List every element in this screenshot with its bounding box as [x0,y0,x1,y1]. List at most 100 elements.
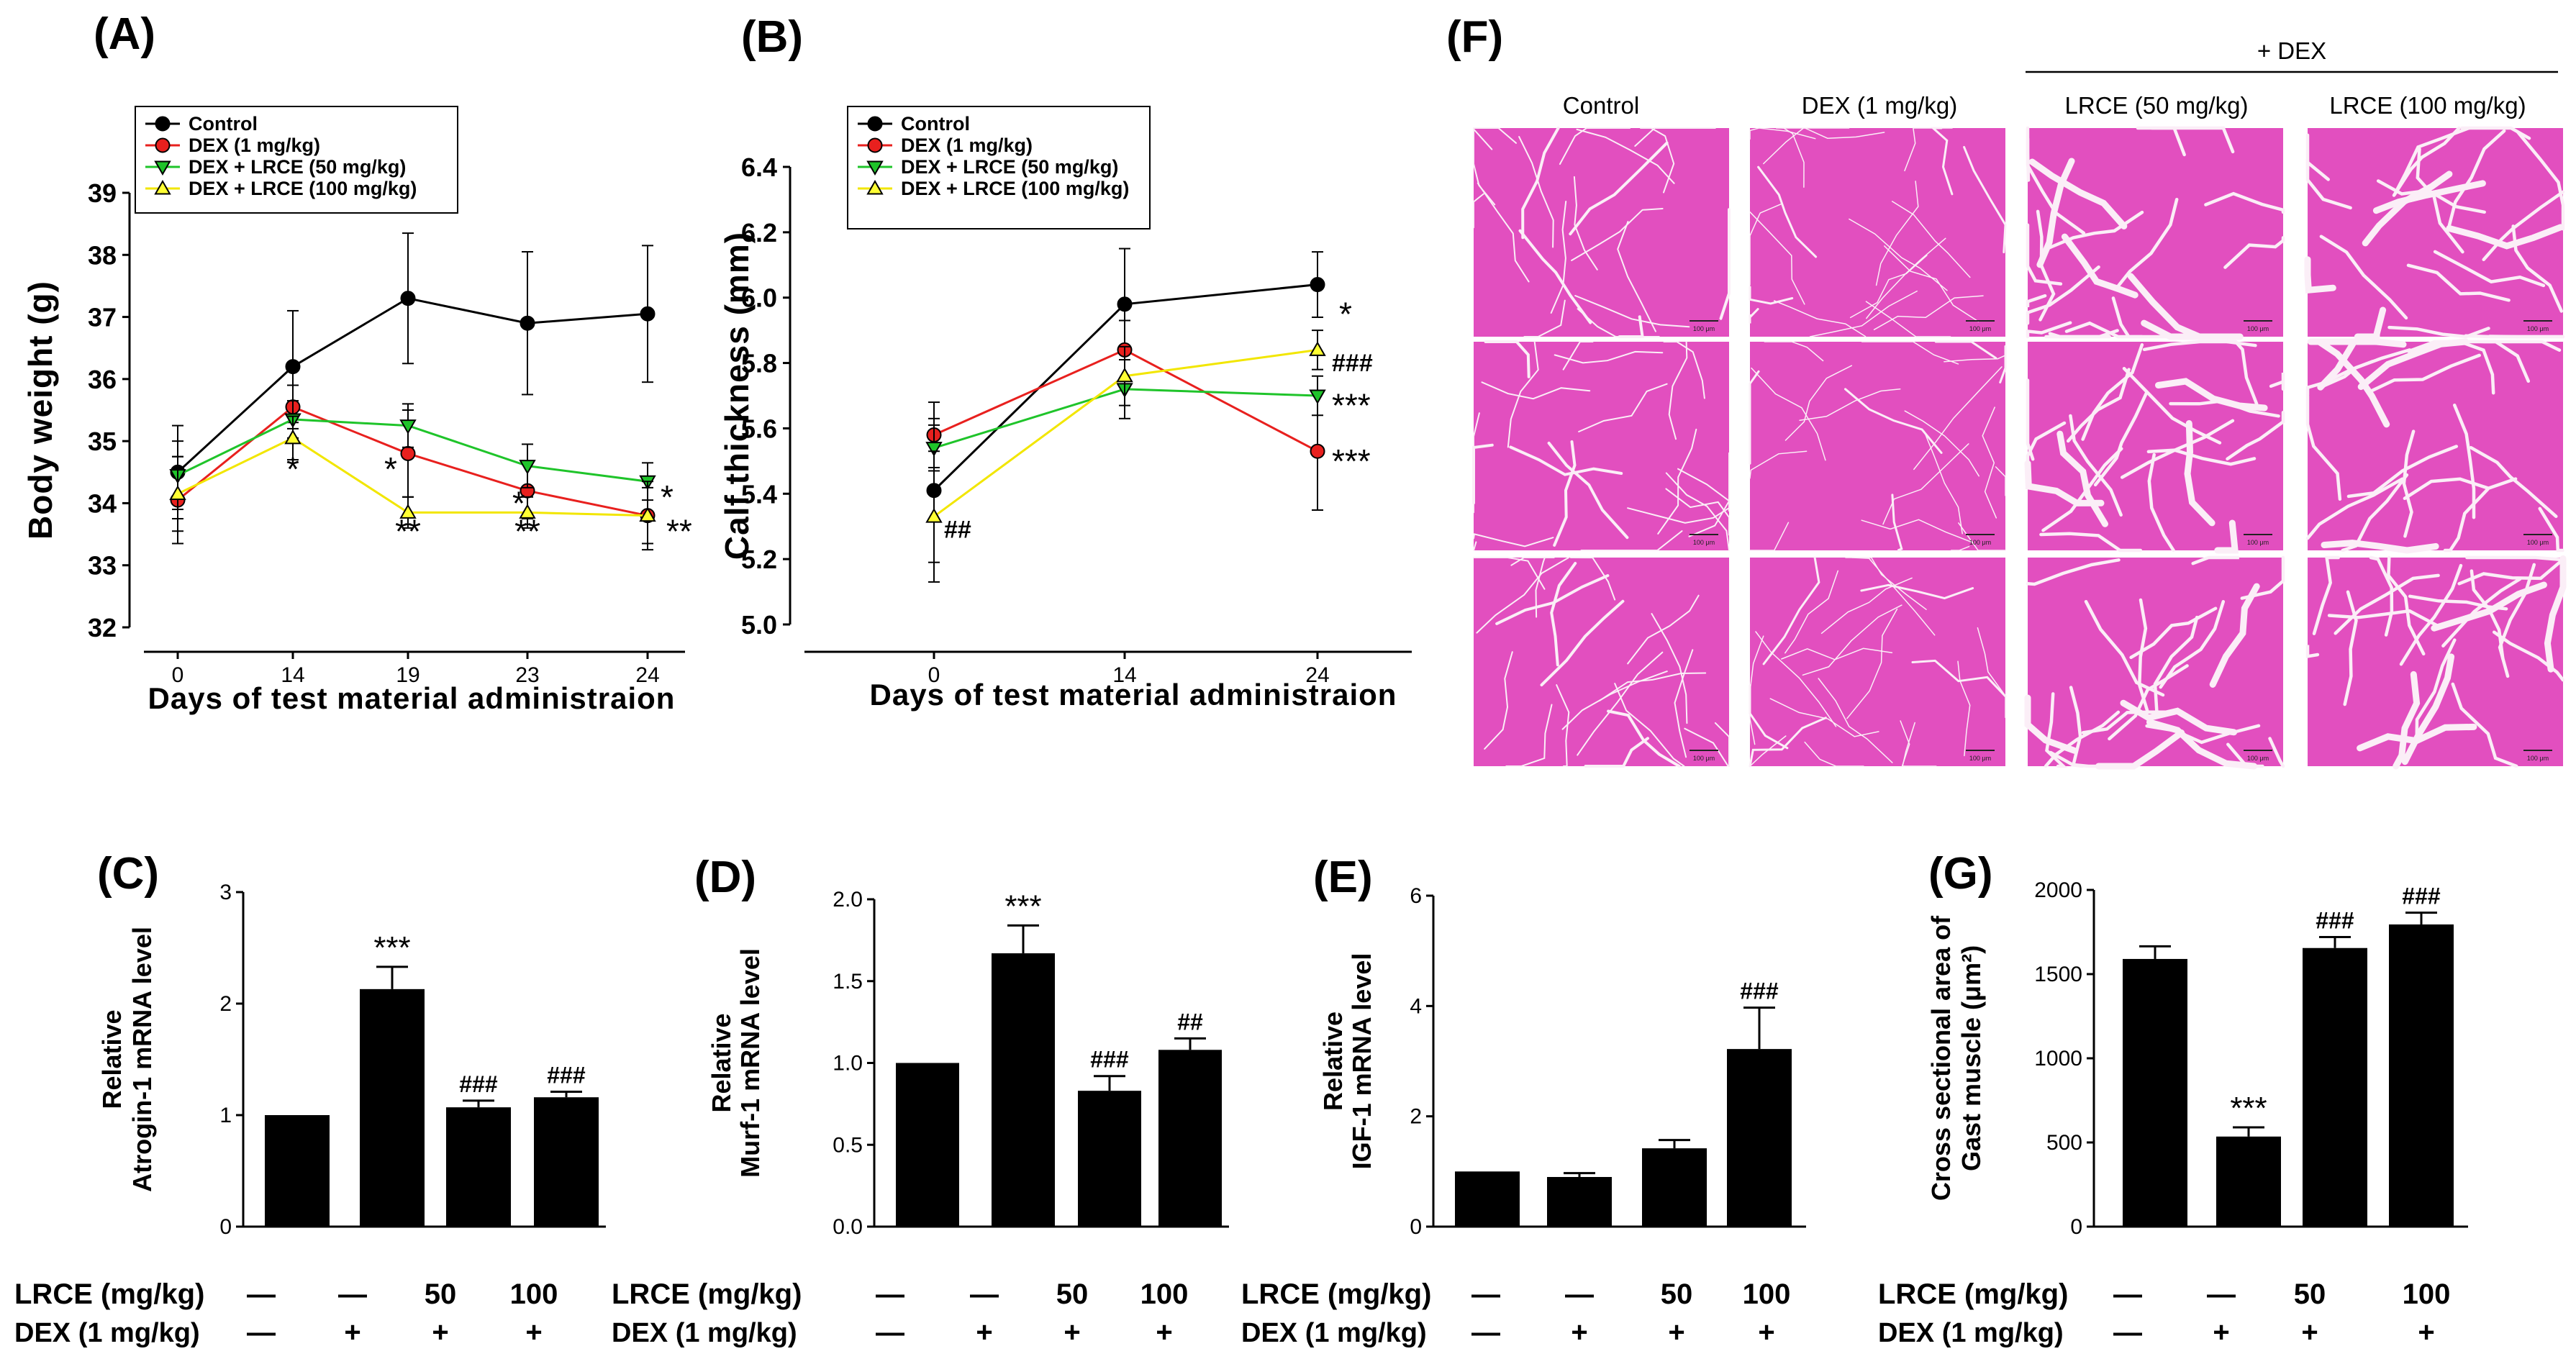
lrce-value: 100 [510,1278,558,1310]
fiber-gap [2026,223,2063,286]
fiber-gap [2026,265,2100,325]
point-lrce50 [399,419,417,435]
fiber-gap [1900,720,1937,767]
tissue-background [1750,558,2005,766]
fiber-gap [1505,704,1553,767]
fiber-gap [2028,158,2128,229]
lrce-value: 50 [1056,1278,1089,1310]
y-axis-label-line1: Relative [1318,1012,1348,1111]
fiber-gap [2443,487,2490,553]
dex-value: + [1063,1317,1080,1348]
point-control [520,315,535,331]
fiber-gap [1663,341,1705,399]
y-tick-label: 6.0 [741,283,777,313]
fiber-gap [1509,445,1623,476]
fiber-gap [1484,340,1530,378]
y-tick-label: 5.4 [741,479,777,509]
fiber-gap [2403,477,2518,501]
bar [1547,1177,1612,1227]
fiber-gap [2305,159,2330,181]
fiber-gap [2191,555,2239,565]
fiber-gap [1934,340,1997,360]
fiber-gap [1977,627,2006,719]
significance-marker: * [384,450,397,488]
lrce-row-label: LRCE (mg/kg) [14,1278,204,1310]
bar-label: ### [2402,883,2441,909]
legend-marker-control [155,116,171,132]
fiber-gap [1580,530,1683,551]
fiber-gap [1677,468,1730,512]
fiber-gap [2341,473,2409,553]
bar-label: *** [373,930,410,965]
fiber-gap [1930,127,1954,196]
bar [360,988,425,1227]
fiber-gap [2305,359,2375,397]
fiber-gap [2480,340,2531,383]
point-dex [1310,443,1325,459]
fiber-gap [1982,406,1997,519]
fiber-gap [2049,750,2128,768]
scale-bar-label: 100 μm [2527,539,2549,546]
fiber-gap [2122,366,2222,445]
fiber-gap [2120,419,2235,479]
fiber-gap [2401,653,2455,765]
fiber-gap [2145,724,2261,745]
fiber-gap [2319,235,2408,320]
fiber-gap [2544,555,2567,673]
legend-marker-lrce50 [866,160,884,176]
point-control [285,359,301,375]
significance-marker: *** [1332,442,1371,480]
fiber-gap [1776,127,1885,139]
histology-header-dex: DEX (1 mg/kg) [1802,92,1957,119]
fiber-gap [1781,127,1805,188]
fiber-gap [1556,684,1570,767]
muscle-section-image: 100 μm [1749,340,2007,552]
legend-marker-dex [867,137,883,153]
point-lrce100 [284,429,301,445]
y-axis-label-line1: Cross sectional area of [1926,915,1956,1201]
fiber-gap [1784,570,1839,654]
tissue-background [1474,342,1729,550]
y-tick-label: 0.5 [833,1133,863,1157]
y-tick-label: 0.0 [833,1215,863,1239]
tissue-background [1750,128,2005,337]
point-lrce50 [519,460,536,475]
significance-marker: * [661,478,674,516]
fiber-gap [1764,341,1824,362]
fiber-gap [2447,129,2506,229]
dex-value: — [247,1317,276,1348]
lrce-value: — [970,1278,999,1310]
fiber-gap [1562,341,1594,371]
legend-label-control: Control [901,113,970,135]
fiber-gap [1849,255,1928,319]
x-tick-label: 24 [1305,663,1329,687]
fiber-gap [2142,340,2257,352]
scale-bar-label: 100 μm [2247,539,2269,546]
y-tick-label: 5.6 [741,414,777,443]
scale-bar-label: 100 μm [1693,755,1715,762]
fiber-gap [1769,698,1879,737]
y-axis-label: Body weight (g) [22,281,59,540]
fiber-gap [1476,557,1570,634]
muscle-section-image: 100 μm [1473,557,1730,768]
fiber-gap [2452,403,2476,519]
fiber-gap [1849,218,1948,291]
bar [2216,1136,2281,1227]
fiber-gap [1950,545,1970,551]
fiber-gap [2081,710,2179,735]
scale-bar-label: 100 μm [1693,325,1715,332]
y-tick-label: 2 [1410,1105,1422,1129]
legend-marker-lrce50 [154,160,171,176]
fiber-gap [2146,448,2257,466]
fiber-gap [1657,428,1697,535]
dex-value: + [432,1317,448,1348]
fiber-gap [1749,286,1794,305]
scale-bar-label: 100 μm [2247,755,2269,762]
fiber-gap [1749,450,1808,479]
bar-label: ### [2316,908,2354,934]
fiber-gap [2044,710,2121,768]
fiber-gap [2312,555,2340,635]
x-tick-label: 23 [515,663,539,687]
fiber-gap [2457,558,2565,586]
